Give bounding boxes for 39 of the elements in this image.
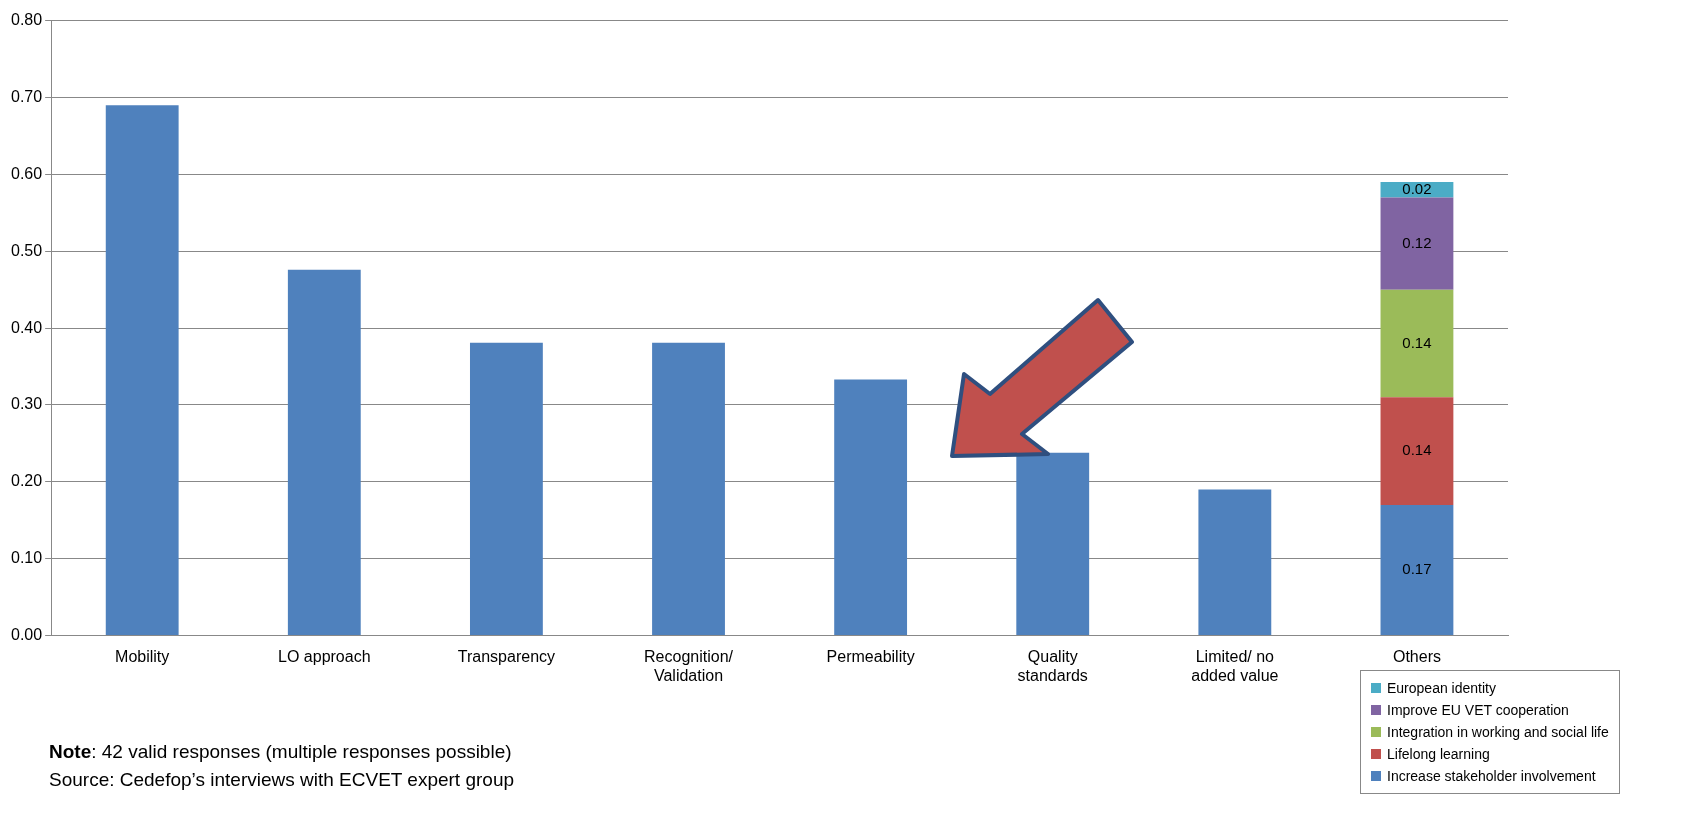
bar [1380, 197, 1454, 290]
y-tick-label: 0.10 [11, 549, 43, 567]
legend-label: Increase stakeholder involvement [1387, 767, 1596, 786]
bar [1198, 489, 1272, 636]
source-note: Source: Cedefop’s interviews with ECVET expert group [49, 768, 515, 792]
data-label: 0.17 [1402, 560, 1432, 578]
x-tick-label: Mobility [115, 647, 170, 665]
bar [652, 342, 725, 636]
y-tick-label: 0.50 [11, 241, 43, 259]
x-tick-label: Limited/ no added value [1191, 647, 1279, 684]
y-tick-label: 0.70 [11, 87, 43, 105]
y-tick-label: 0.30 [11, 395, 43, 413]
y-tick-label: 0.00 [11, 626, 43, 644]
x-tick-label: LO approach [278, 647, 371, 665]
bar [1380, 504, 1454, 636]
data-label: 0.02 [1402, 179, 1432, 197]
bar [1380, 397, 1454, 505]
text: Note: 42 valid responses (multiple responses possible) [49, 740, 513, 764]
bar [287, 269, 361, 636]
data-label: 0.12 [1402, 233, 1432, 251]
y-tick-label: 0.20 [11, 472, 43, 490]
legend-label: Integration in working and social life [1387, 723, 1609, 742]
x-tick-label: Permeability [826, 647, 915, 665]
x-tick-label: Recognition/ Validation [644, 647, 734, 684]
x-tick-label: Transparency [457, 647, 556, 665]
x-tick-label: Others [1392, 647, 1441, 665]
bar [469, 342, 543, 636]
y-tick-label: 0.80 [11, 11, 43, 29]
y-tick-label: 0.60 [11, 164, 43, 182]
data-label: 0.14 [1402, 333, 1432, 351]
bar [105, 105, 179, 636]
legend-label: European identity [1387, 679, 1496, 698]
bar [1380, 289, 1454, 398]
x-tick-label: Quality standards [1017, 647, 1088, 684]
bar [834, 379, 908, 636]
legend-label: Improve EU VET cooperation [1387, 701, 1569, 720]
y-tick-label: 0.40 [11, 318, 43, 336]
legend-label: Lifelong learning [1387, 745, 1490, 764]
data-label: 0.14 [1402, 441, 1432, 459]
